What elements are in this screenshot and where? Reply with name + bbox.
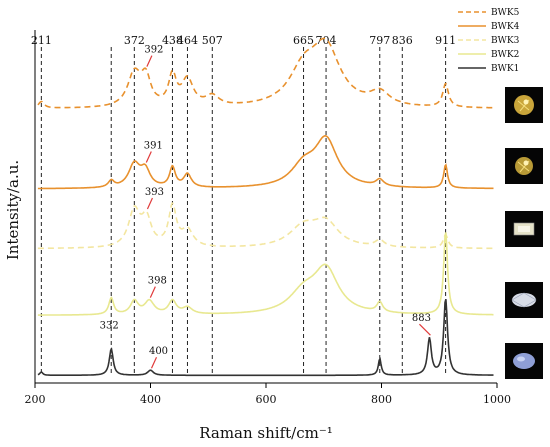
peak-callout-label: 393 <box>145 187 164 198</box>
peak-callout-line <box>146 55 153 67</box>
peak-callout-line <box>150 356 158 369</box>
series-line-bwk2 <box>37 232 494 316</box>
y-axis-title: Intensity/a.u. <box>4 160 22 260</box>
series-line-bwk3 <box>37 202 494 250</box>
x-axis-title: Raman shift/cm⁻¹ <box>199 424 333 442</box>
peak-top-label: 665 <box>293 34 314 47</box>
x-tick-label: 600 <box>256 393 277 406</box>
peak-top-label: 704 <box>316 34 337 47</box>
series-line-bwk4 <box>37 134 494 190</box>
x-tick-label: 400 <box>140 393 161 406</box>
gem-thumbnail-bwk1 <box>505 343 543 379</box>
gem-thumbnail-bwk4 <box>505 148 543 184</box>
peak-callout-label: 400 <box>149 346 168 357</box>
peak-callout-line <box>145 151 152 163</box>
peak-top-label: 372 <box>124 34 145 47</box>
gem-thumbnail-bwk2 <box>505 282 543 318</box>
peak-top-label: 211 <box>31 34 52 47</box>
peak-callout-label: 883 <box>412 313 431 324</box>
legend-label-bwk2: BWK2 <box>491 50 519 60</box>
series-line-bwk1 <box>37 298 494 377</box>
x-tick-label: 800 <box>371 393 392 406</box>
peak-callout-line <box>419 323 431 336</box>
peak-top-label: 438 <box>162 34 183 47</box>
gem-thumbnail-bwk3 <box>505 211 543 247</box>
legend-label-bwk3: BWK3 <box>491 36 520 46</box>
peak-callout-label: 392 <box>144 45 163 56</box>
gem-thumbnail-bwk5 <box>505 87 543 123</box>
peak-callout-line <box>149 286 156 298</box>
peak-top-label: 507 <box>202 34 223 47</box>
peak-top-label: 911 <box>435 34 456 47</box>
peak-callout-label: 398 <box>148 276 167 287</box>
peak-top-label: 797 <box>369 34 390 47</box>
peak-top-label: 836 <box>392 34 413 47</box>
legend-label-bwk1: BWK1 <box>491 64 519 74</box>
series-line-bwk5 <box>37 37 494 109</box>
peak-top-label: 464 <box>177 34 198 47</box>
x-tick-label: 200 <box>25 393 46 406</box>
legend-label-bwk5: BWK5 <box>491 8 520 18</box>
peak-callout-label: 332 <box>100 321 119 332</box>
legend-label-bwk4: BWK4 <box>491 22 520 32</box>
x-tick-label: 1000 <box>483 393 511 406</box>
peak-callout-label: 391 <box>144 141 163 152</box>
peak-callout-line <box>146 197 154 210</box>
